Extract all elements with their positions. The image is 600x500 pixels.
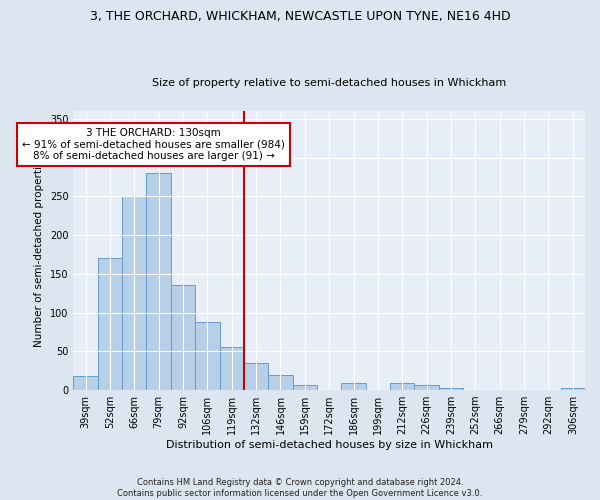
Bar xyxy=(390,383,415,390)
Bar xyxy=(341,383,366,390)
Bar xyxy=(195,322,220,390)
Bar xyxy=(415,386,439,390)
Bar xyxy=(220,348,244,390)
Text: 3 THE ORCHARD: 130sqm
← 91% of semi-detached houses are smaller (984)
8% of semi: 3 THE ORCHARD: 130sqm ← 91% of semi-deta… xyxy=(22,128,285,162)
Bar xyxy=(146,173,171,390)
Bar xyxy=(439,388,463,390)
Text: Contains HM Land Registry data © Crown copyright and database right 2024.
Contai: Contains HM Land Registry data © Crown c… xyxy=(118,478,482,498)
Bar xyxy=(268,374,293,390)
X-axis label: Distribution of semi-detached houses by size in Whickham: Distribution of semi-detached houses by … xyxy=(166,440,493,450)
Bar xyxy=(98,258,122,390)
Bar xyxy=(171,284,195,390)
Bar xyxy=(560,388,585,390)
Bar xyxy=(122,196,146,390)
Bar xyxy=(73,376,98,390)
Text: 3, THE ORCHARD, WHICKHAM, NEWCASTLE UPON TYNE, NE16 4HD: 3, THE ORCHARD, WHICKHAM, NEWCASTLE UPON… xyxy=(89,10,511,23)
Y-axis label: Number of semi-detached properties: Number of semi-detached properties xyxy=(34,154,44,347)
Title: Size of property relative to semi-detached houses in Whickham: Size of property relative to semi-detach… xyxy=(152,78,506,88)
Bar xyxy=(244,363,268,390)
Bar xyxy=(293,384,317,390)
